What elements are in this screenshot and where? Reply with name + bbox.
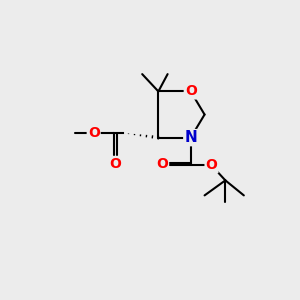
Text: O: O [88, 126, 100, 140]
Text: O: O [156, 157, 168, 171]
Text: O: O [206, 158, 218, 172]
Text: N: N [184, 130, 197, 145]
Text: O: O [110, 157, 122, 171]
Text: O: O [185, 84, 197, 98]
